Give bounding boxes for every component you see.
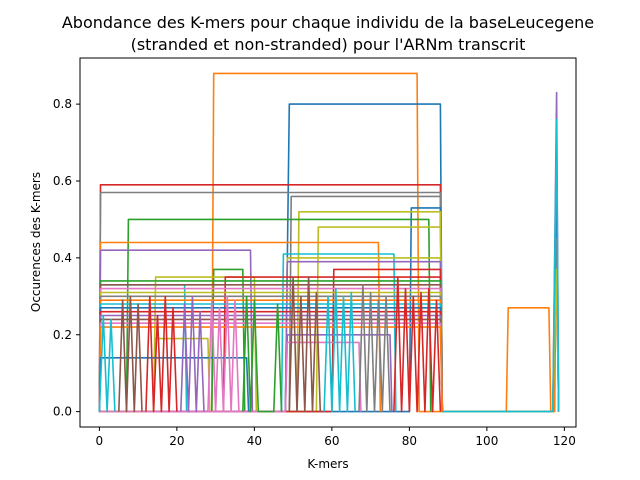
plot-frame [79, 57, 577, 428]
series-line-43 [288, 276, 322, 413]
x-tick-label: 80 [402, 434, 417, 448]
chart-title-line-2: (stranded et non-stranded) pour l'ARNm t… [131, 35, 526, 54]
y-tick-label: 0.8 [53, 97, 72, 111]
series-line-42 [242, 295, 283, 413]
series-line-44 [323, 287, 356, 413]
x-tick-label: 60 [324, 434, 339, 448]
series-line-46 [393, 276, 442, 413]
x-tick-label: 100 [475, 434, 498, 448]
x-axis-ticks: 0 20 40 60 80 100 120 [96, 427, 576, 448]
series-line-39 [145, 295, 178, 413]
x-tick-label: 40 [247, 434, 262, 448]
series-line-1 [99, 72, 560, 413]
x-tick-label: 20 [169, 434, 184, 448]
y-tick-label: 0.2 [53, 328, 72, 342]
series-layer [98, 72, 560, 413]
series-line-37 [98, 314, 116, 413]
series-line-45 [358, 283, 391, 413]
x-axis-label: K-mers [307, 457, 348, 471]
series-line-38 [118, 295, 143, 413]
y-tick-label: 0.4 [53, 251, 72, 265]
series-line-36 [98, 356, 250, 412]
series-line-41 [207, 295, 240, 413]
y-axis-ticks: 0.0 0.2 0.4 0.6 0.8 [53, 97, 80, 419]
x-tick-label: 0 [96, 434, 104, 448]
series-line-40 [180, 295, 205, 413]
y-tick-label: 0.6 [53, 174, 72, 188]
y-tick-label: 0.0 [53, 405, 72, 419]
y-axis-label: Occurences des K-mers [29, 172, 43, 312]
chart-title-line-1: Abondance des K-mers pour chaque individ… [62, 13, 594, 32]
x-tick-label: 120 [553, 434, 576, 448]
